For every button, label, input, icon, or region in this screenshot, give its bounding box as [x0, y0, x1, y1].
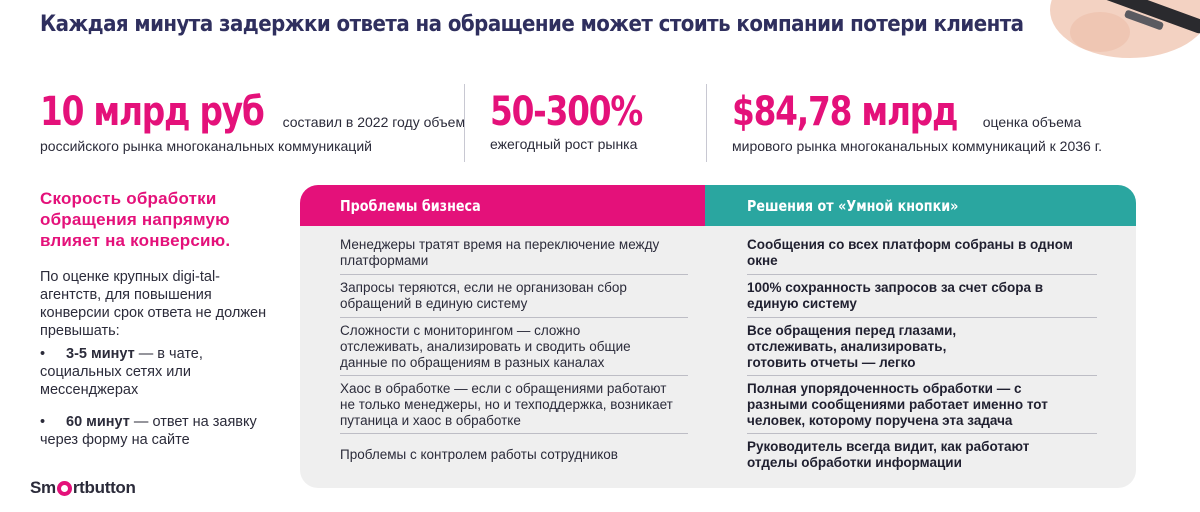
row-divider — [747, 375, 1097, 376]
solution-cell: 100% сохранность запросов за счет сбора … — [747, 280, 1044, 311]
solution-cell: Полная упорядоченность обработки — с раз… — [747, 381, 1048, 428]
problem-cell: Проблемы с контролем работы сотрудников — [340, 447, 618, 462]
stat-growth: 50-300% ежегодный рост рынка — [490, 90, 675, 152]
divider — [706, 84, 707, 162]
problem-cell: Сложности с мониторингом — сложно отслеж… — [340, 323, 631, 370]
stat-caption-line1: составил в 2022 году объем — [282, 114, 466, 130]
row-divider — [340, 274, 688, 275]
stat-value: 10 млрд руб — [40, 89, 265, 135]
stat-caption-line1: оценка объема — [982, 114, 1082, 130]
bullet-bold: 60 минут — [66, 414, 130, 430]
bullet-icon: • — [40, 414, 46, 430]
problem-cell: Запросы теряются, если не организован сб… — [340, 280, 627, 311]
stat-caption-line2: российского рынка многоканальных коммуни… — [40, 138, 372, 154]
logo-text-end: rtbutton — [72, 478, 136, 497]
stat-russian-market: 10 млрд руб составил в 2022 году объем р… — [40, 90, 465, 154]
page-title: Каждая минута задержки ответа на обращен… — [40, 12, 1024, 37]
comparison-table: Проблемы бизнеса Решения от «Умной кнопк… — [300, 185, 1136, 488]
table-row: Запросы теряются, если не организован сб… — [300, 278, 1136, 314]
stat-value: 50-300% — [490, 89, 643, 135]
table-header-solutions: Решения от «Умной кнопки» — [705, 185, 1136, 226]
divider — [464, 84, 465, 162]
table-row: Проблемы с контролем работы сотрудников … — [300, 437, 1136, 473]
row-divider — [747, 433, 1097, 434]
solution-cell: Все обращения перед глазами, отслеживать… — [747, 323, 957, 370]
logo-chat-icon — [56, 480, 72, 496]
pen-in-hand-image — [980, 0, 1200, 80]
solution-cell: Сообщения со всех платформ собраны в одн… — [747, 237, 1073, 268]
logo-text-start: Sm — [30, 478, 56, 497]
list-item: • 60 минут — ответ на заявку через форму … — [40, 413, 280, 449]
conversion-paragraph: По оценке крупных digi-tal-агентств, для… — [40, 269, 267, 339]
stat-world-market: $84,78 млрд оценка объема мирового рынка… — [732, 90, 1102, 154]
table-header-problems: Проблемы бизнеса — [300, 185, 705, 226]
bullet-icon: • — [40, 346, 46, 362]
table-row: Хаос в обработке — если с обращениями ра… — [300, 379, 1136, 431]
stat-caption-line2: мирового рынка многоканальных коммуникац… — [732, 138, 1102, 154]
smartbutton-logo: Sm rtbutton — [30, 478, 136, 498]
row-divider — [747, 317, 1097, 318]
solution-cell: Руководитель всегда видит, как работают … — [747, 439, 1030, 470]
bullet-text: — ответ на заявку через форму на сайте — [40, 414, 257, 448]
bullet-text: — в чате, социальных сетях или мессендже… — [40, 346, 203, 398]
row-divider — [340, 433, 688, 434]
bullet-bold: 3-5 минут — [66, 346, 135, 362]
row-divider — [340, 317, 688, 318]
table-row: Менеджеры тратят время на переключение м… — [300, 235, 1136, 271]
table-row: Сложности с мониторингом — сложно отслеж… — [300, 321, 1136, 373]
stat-caption: ежегодный рост рынка — [490, 136, 638, 152]
row-divider — [340, 375, 688, 376]
problem-cell: Менеджеры тратят время на переключение м… — [340, 237, 660, 268]
list-item: • 3-5 минут — в чате, социальных сетях ил… — [40, 345, 280, 399]
row-divider — [747, 274, 1097, 275]
stat-value: $84,78 млрд — [732, 89, 958, 135]
problem-cell: Хаос в обработке — если с обращениями ра… — [340, 381, 673, 428]
response-time-list: • 3-5 минут — в чате, социальных сетях ил… — [40, 345, 280, 463]
conversion-heading: Скорость обработки обращения напрямую вл… — [40, 189, 231, 250]
